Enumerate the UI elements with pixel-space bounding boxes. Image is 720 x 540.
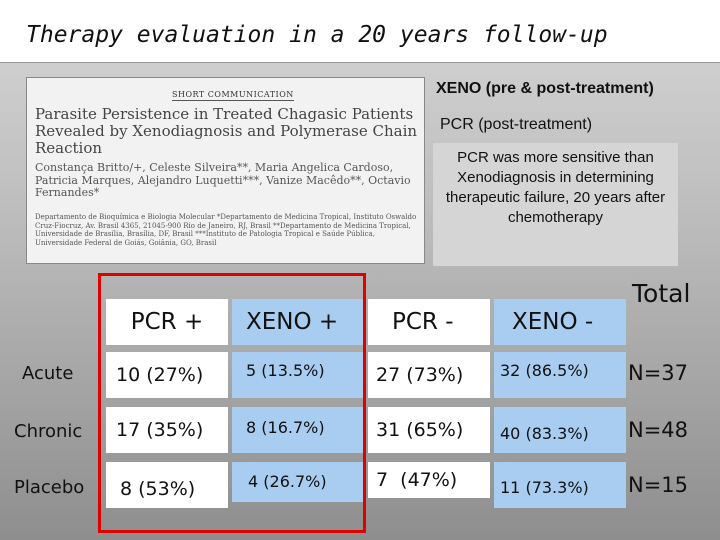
cell-acute-pcr-negative: 27 (73%)	[368, 352, 490, 398]
paper-section-label: SHORT COMMUNICATION	[172, 90, 294, 101]
legend-xeno: XENO (pre & post-treatment)	[436, 80, 654, 97]
cell-placebo-pcr-negative: 7 (47%)	[368, 462, 490, 498]
cell-placebo-pcr-positive: 8 (53%)	[106, 462, 228, 508]
header-xeno-positive: XENO +	[232, 299, 364, 345]
cell-chronic-pcr-negative: 31 (65%)	[368, 407, 490, 453]
header-xeno-negative: XENO -	[494, 299, 626, 345]
cell-acute-xeno-negative: 32 (86.5%)	[494, 352, 626, 398]
paper-authors: Constança Britto/+, Celeste Silveira**, …	[35, 161, 411, 199]
slide-title-bar: Therapy evaluation in a 20 years follow-…	[0, 0, 720, 63]
cell-acute-pcr-positive: 10 (27%)	[106, 352, 228, 398]
header-pcr-positive: PCR +	[106, 299, 228, 345]
legend-pcr: PCR (post-treatment)	[440, 116, 593, 133]
row-label-chronic: Chronic	[14, 420, 83, 442]
paper-affiliation: Departamento de Bioquímica e Biologia Mo…	[35, 213, 417, 247]
header-pcr-negative: PCR -	[368, 299, 490, 345]
cell-placebo-xeno-positive: 4 (26.7%)	[232, 462, 364, 502]
slide-title: Therapy evaluation in a 20 years follow-…	[26, 22, 608, 48]
row-label-placebo: Placebo	[14, 476, 85, 498]
highlight-box	[98, 273, 366, 533]
cell-chronic-xeno-positive: 8 (16.7%)	[232, 407, 364, 453]
paper-excerpt-image: SHORT COMMUNICATION Parasite Persistence…	[26, 77, 425, 264]
header-total: Total	[632, 278, 691, 308]
total-chronic: N=48	[628, 418, 689, 442]
paper-title: Parasite Persistence in Treated Chagasic…	[35, 105, 418, 157]
cell-chronic-xeno-negative: 40 (83.3%)	[494, 407, 626, 453]
total-acute: N=37	[628, 361, 689, 385]
cell-acute-xeno-positive: 5 (13.5%)	[232, 352, 364, 398]
total-placebo: N=15	[628, 473, 689, 497]
cell-chronic-pcr-positive: 17 (35%)	[106, 407, 228, 453]
row-label-acute: Acute	[22, 362, 74, 384]
cell-placebo-xeno-negative: 11 (73.3%)	[494, 462, 626, 508]
conclusion-note: PCR was more sensitive than Xenodiagnosi…	[433, 143, 678, 266]
